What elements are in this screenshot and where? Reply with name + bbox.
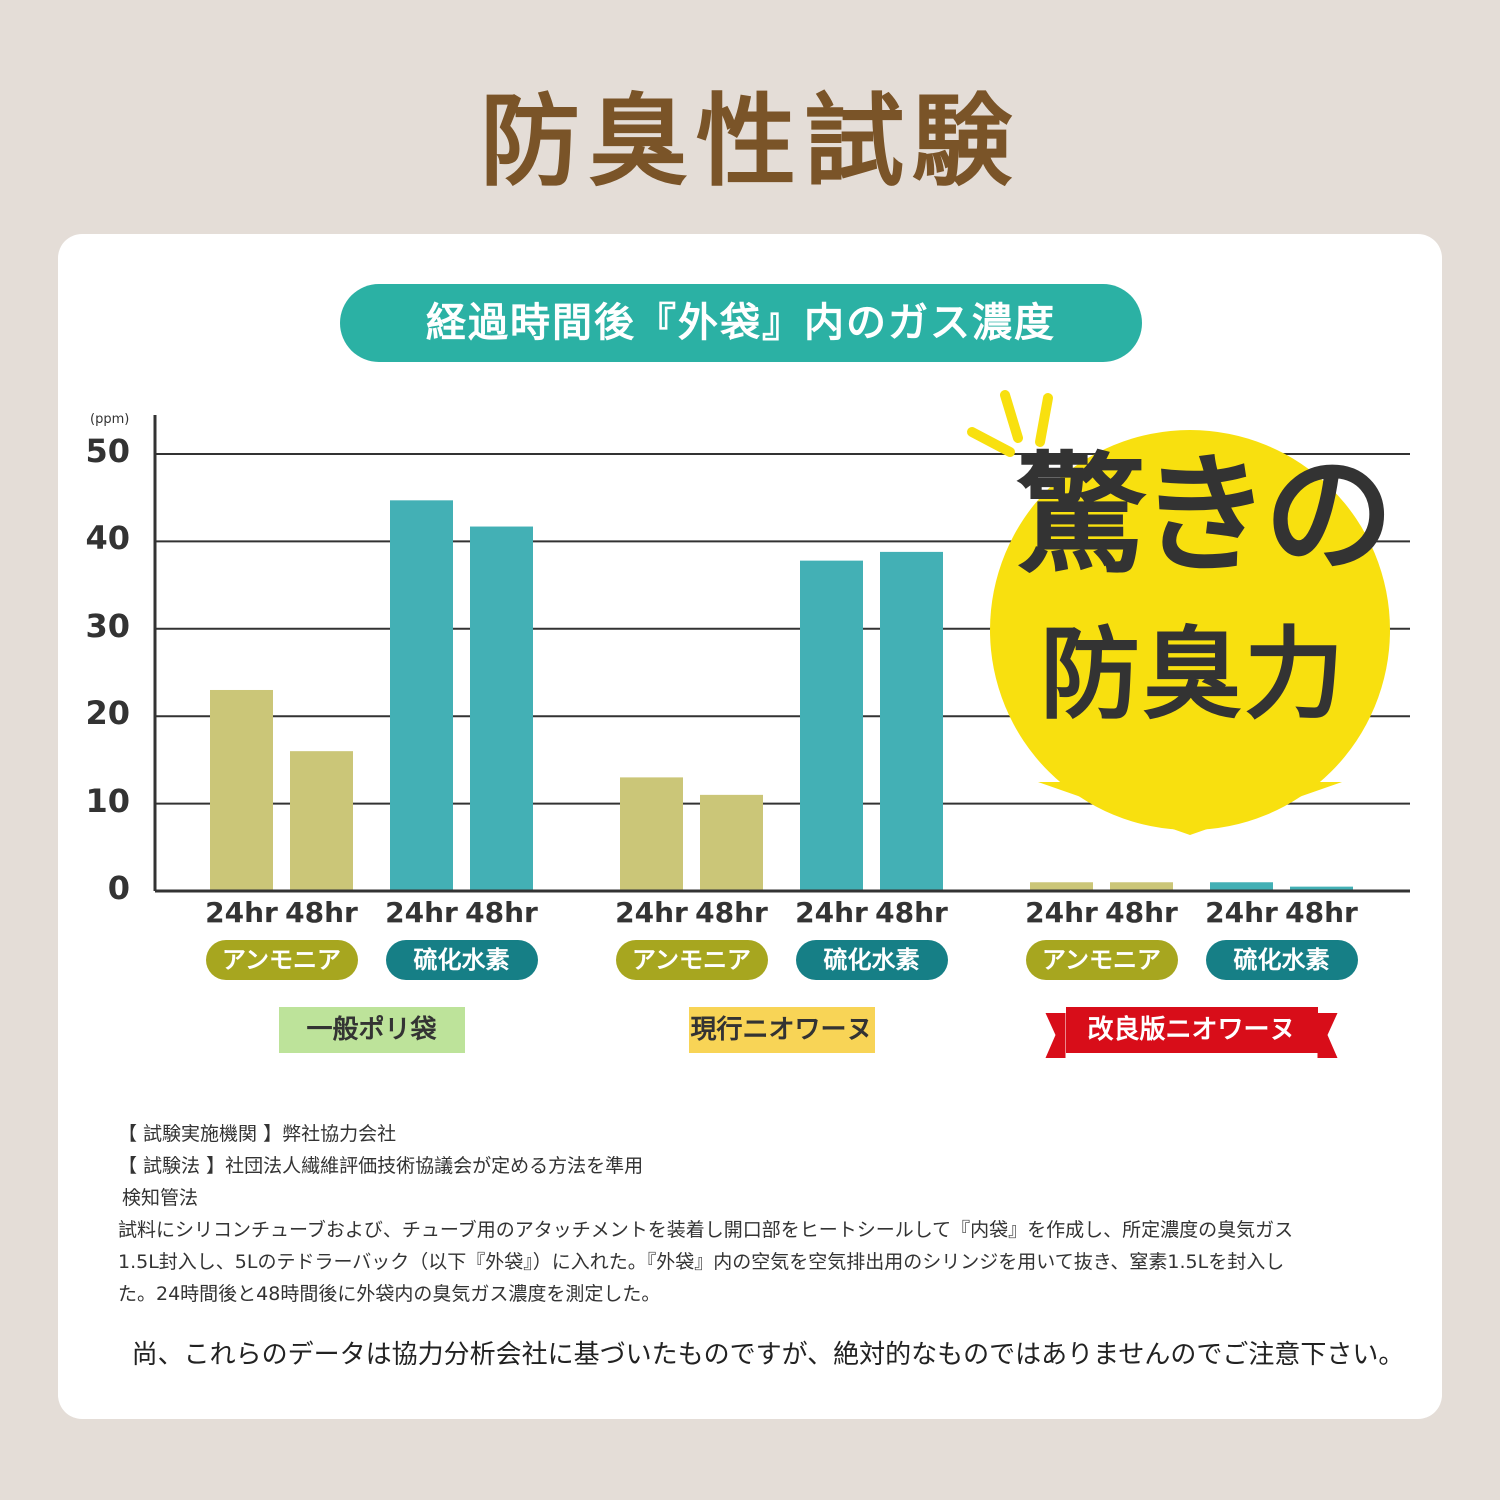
y-tick-label: 10	[85, 781, 130, 820]
ribbon-right-tail	[1317, 1013, 1338, 1058]
bar	[700, 794, 763, 891]
x-tick-label: 24hr	[1205, 896, 1278, 929]
bar	[620, 777, 683, 891]
x-tick-label: 24hr	[1025, 896, 1098, 929]
x-tick-label: 48hr	[465, 896, 538, 929]
x-tick-label: 24hr	[615, 896, 688, 929]
badge-spark	[1035, 393, 1053, 447]
note-desc-2: 1.5L封入し、5Lのテドラーバック（以下『外袋』）に入れた。『外袋』内の空気を…	[118, 1251, 1285, 1273]
x-tick-label: 48hr	[695, 896, 768, 929]
note-institution: 【 試験実施機関 】弊社協力会社	[118, 1123, 397, 1145]
x-tick-label: 24hr	[795, 896, 868, 929]
gas-label: 硫化水素	[385, 940, 538, 980]
x-tick-label: 24hr	[205, 896, 278, 929]
x-tick-label: 48hr	[285, 896, 358, 929]
badge-arrow	[1038, 760, 1342, 835]
bar	[880, 551, 943, 891]
gas-label: 硫化水素	[795, 940, 948, 980]
bar	[210, 689, 273, 891]
note-desc-3: た。24時間後と48時間後に外袋内の臭気ガス濃度を測定した。	[118, 1283, 661, 1305]
gas-label: アンモニア	[205, 940, 358, 980]
badge-circle	[990, 430, 1390, 830]
y-tick-label: 30	[85, 606, 130, 645]
bar	[390, 500, 453, 891]
gas-label: アンモニア	[1025, 940, 1178, 980]
note-method: 【 試験法 】社団法人繊維評価技術協議会が定める方法を準用	[118, 1155, 644, 1177]
bar	[1210, 882, 1273, 891]
x-tick-label: 48hr	[875, 896, 948, 929]
ribbon-left-tail	[1045, 1013, 1066, 1058]
bar	[290, 751, 353, 891]
y-tick-label: 20	[85, 694, 130, 733]
badge-spark	[967, 427, 1015, 457]
bar	[800, 560, 863, 891]
page-title: 防臭性試験	[480, 82, 1020, 200]
y-tick-label: 50	[85, 432, 130, 470]
group-label: 現行ニオワーヌ	[688, 1007, 875, 1053]
bar	[1030, 882, 1093, 891]
group-label: 一般ポリ袋	[278, 1007, 465, 1053]
x-tick-label: 24hr	[385, 896, 458, 929]
gas-label: アンモニア	[615, 940, 768, 980]
x-tick-label: 48hr	[1285, 896, 1358, 929]
y-tick-label: 0	[107, 869, 130, 907]
bar	[470, 526, 533, 891]
note-desc-1: 試料にシリコンチューブおよび、チューブ用のアタッチメントを装着し開口部をヒートシ…	[118, 1219, 1294, 1241]
test-notes: 【 試験実施機関 】弊社協力会社 【 試験法 】社団法人繊維評価技術協議会が定め…	[118, 1118, 1418, 1310]
badge-spark	[1000, 390, 1023, 443]
badge-burst	[967, 390, 1390, 835]
bar	[1110, 882, 1173, 891]
disclaimer: 尚、これらのデータは協力分析会社に基づいたものですが、絶対的なものではありません…	[131, 1340, 1405, 1370]
badge-line-1: 驚きの	[1016, 439, 1394, 591]
bar	[1290, 886, 1353, 891]
gas-label: 硫化水素	[1205, 940, 1358, 980]
note-method-name: 検知管法	[122, 1187, 199, 1209]
chart-title: 経過時間後『外袋』内のガス濃度	[340, 284, 1142, 362]
badge-line-2: 防臭力	[1040, 616, 1346, 733]
y-tick-label: 40	[85, 519, 130, 558]
x-tick-label: 48hr	[1105, 896, 1178, 929]
group-label: 改良版ニオワーヌ	[1065, 1007, 1318, 1053]
y-axis-unit: (ppm)	[90, 412, 130, 427]
